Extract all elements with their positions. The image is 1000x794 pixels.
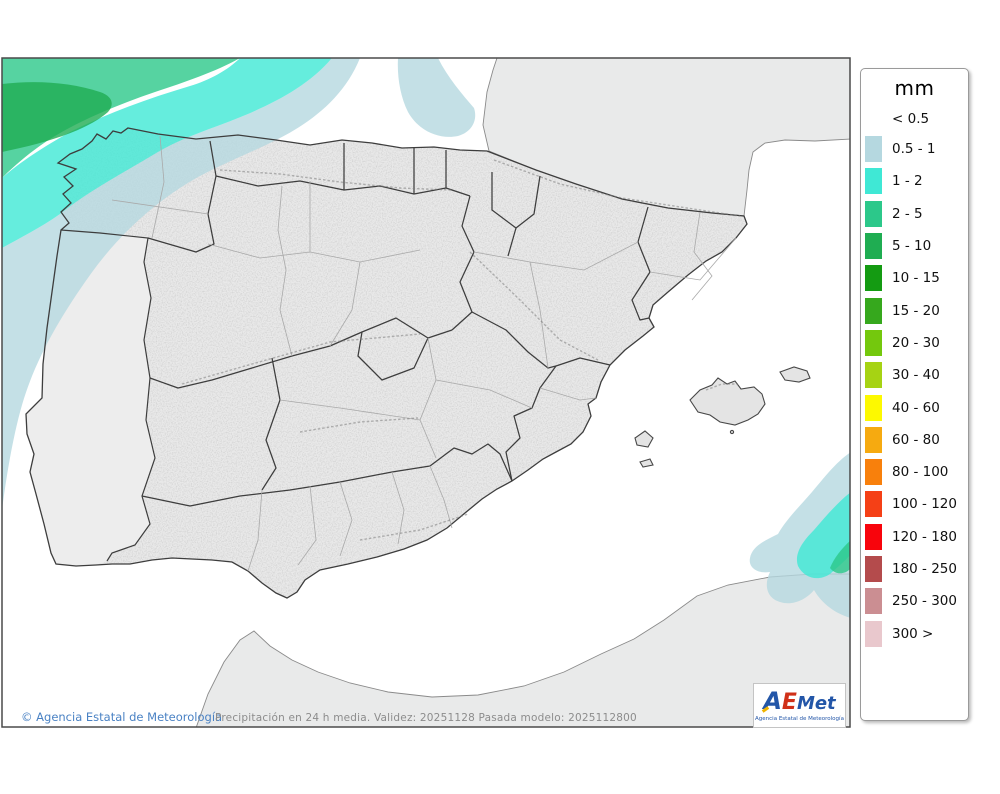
legend-threshold-label: < 0.5	[892, 111, 930, 127]
legend-range-label: 300 >	[892, 625, 934, 642]
legend-range-label: 5 - 10	[892, 238, 932, 255]
legend-range-label: 20 - 30	[892, 334, 940, 351]
legend-color-swatch	[865, 362, 882, 389]
map-frame	[1, 57, 851, 728]
legend-color-swatch	[865, 394, 882, 421]
legend-color-swatch	[865, 459, 882, 486]
precip-se-green-core	[830, 540, 850, 574]
legend-color-swatch	[865, 168, 882, 195]
legend-range-label: 10 - 15	[892, 270, 940, 287]
logo-letters-met: Met	[796, 693, 836, 714]
legend-row: 30 - 40	[861, 359, 968, 391]
map-caption: Precipitación en 24 h media. Validez: 20…	[215, 712, 637, 724]
precip-nw-teal-band	[2, 58, 332, 248]
legend-range-label: 80 - 100	[892, 464, 949, 481]
legend-row: 300 >	[861, 617, 968, 649]
legend-color-swatch	[865, 233, 882, 260]
legend-row: 180 - 250	[861, 553, 968, 585]
formentera-island	[639, 458, 654, 468]
legend-color-swatch	[865, 620, 882, 647]
legend-title: mm	[894, 76, 935, 100]
legend-row: 1 - 2	[861, 165, 968, 197]
legend-row: 2 - 5	[861, 198, 968, 230]
legend-range-label: 250 - 300	[892, 593, 957, 610]
balearic-islands	[634, 366, 811, 468]
legend-row: 250 - 300	[861, 585, 968, 617]
legend-row: 100 - 120	[861, 488, 968, 520]
precipitation-legend: mm < 0.5 0.5 - 1 1 - 2 2 - 5 5 - 10	[860, 68, 969, 721]
legend-color-swatch	[865, 265, 882, 292]
aemet-logo: A E Met Agencia Estatal de Meteorología	[753, 683, 846, 728]
legend-range-label: 180 - 250	[892, 561, 957, 577]
legend-color-swatch	[865, 136, 882, 163]
ibiza-island	[634, 430, 654, 448]
legend-color-swatch	[865, 426, 882, 453]
legend-range-label: 15 - 20	[892, 302, 940, 319]
precip-biscay-pale-patch	[397, 58, 476, 137]
precipitation-overlays	[2, 58, 850, 618]
copyright-text: © Agencia Estatal de Meteorología	[21, 710, 223, 724]
legend-range-label: 1 - 2	[892, 173, 923, 190]
legend-color-swatch	[865, 329, 882, 356]
precip-nw-pale-band	[2, 58, 360, 510]
legend-row: 60 - 80	[861, 424, 968, 456]
province-borders	[111, 135, 737, 572]
legend-range-label: 120 - 180	[892, 528, 957, 545]
legend-row: 0.5 - 1	[861, 133, 968, 165]
menorca-island	[779, 366, 811, 383]
legend-color-swatch	[865, 588, 882, 615]
legend-row: 5 - 10	[861, 230, 968, 262]
legend-color-swatch	[865, 491, 882, 518]
legend-row: 120 - 180	[861, 521, 968, 553]
legend-row: 40 - 60	[861, 391, 968, 423]
legend-range-label: 40 - 60	[892, 399, 940, 416]
legend-color-swatch	[865, 556, 882, 582]
logo-subtitle: Agencia Estatal de Meteorología	[755, 716, 844, 722]
legend-row: 20 - 30	[861, 327, 968, 359]
legend-color-swatch	[865, 523, 882, 550]
logo-letter-a: A	[763, 687, 782, 715]
legend-range-label: 30 - 40	[892, 367, 940, 384]
legend-range-label: 0.5 - 1	[892, 141, 936, 158]
portugal-border	[60, 229, 156, 562]
legend-range-label: 60 - 80	[892, 431, 940, 448]
precip-nw-inner-green	[2, 82, 112, 152]
legend-rows: 0.5 - 1 1 - 2 2 - 5 5 - 10 10 - 15	[861, 133, 968, 650]
legend-range-label: 2 - 5	[892, 205, 923, 222]
mallorca-island	[689, 377, 766, 426]
legend-row: 80 - 100	[861, 456, 968, 488]
cabrera-island	[729, 429, 735, 435]
legend-range-label: 100 - 120	[892, 496, 957, 513]
aemet-logo-word: A E Met	[763, 689, 835, 714]
legend-color-swatch	[865, 200, 882, 227]
mountain-ridges	[181, 159, 741, 541]
logo-letter-e: E	[781, 690, 797, 715]
legend-color-swatch	[865, 297, 882, 324]
legend-row: 10 - 15	[861, 262, 968, 294]
legend-row: 15 - 20	[861, 294, 968, 326]
